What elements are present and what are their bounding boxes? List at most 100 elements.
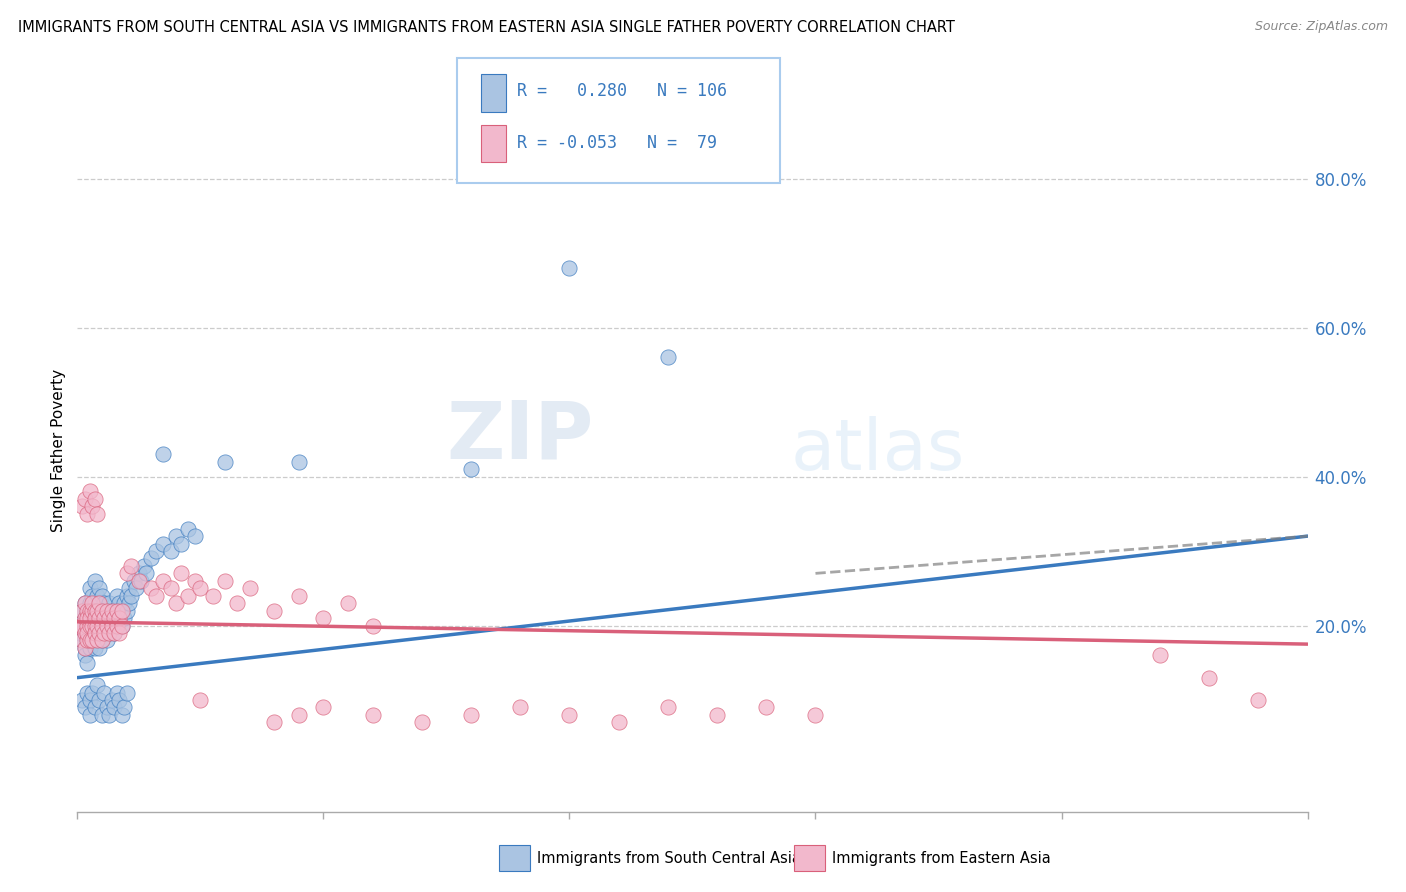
Point bbox=[90, 707, 114, 722]
Point bbox=[89, 640, 111, 655]
Point bbox=[128, 574, 150, 588]
Point bbox=[111, 618, 132, 632]
Point bbox=[128, 566, 150, 581]
Point bbox=[177, 589, 200, 603]
Point bbox=[558, 260, 581, 275]
Point bbox=[145, 544, 167, 558]
Point bbox=[121, 558, 143, 573]
Point bbox=[83, 618, 105, 632]
Point bbox=[86, 678, 108, 692]
Point bbox=[122, 574, 145, 588]
Point bbox=[111, 618, 132, 632]
Point bbox=[82, 500, 104, 514]
Point bbox=[121, 589, 143, 603]
Point bbox=[69, 626, 91, 640]
Point bbox=[86, 633, 108, 648]
Point bbox=[70, 604, 93, 618]
Point bbox=[111, 604, 132, 618]
Point bbox=[89, 611, 111, 625]
Point bbox=[657, 351, 679, 365]
Point bbox=[312, 611, 335, 625]
Point bbox=[184, 574, 207, 588]
Point bbox=[103, 700, 125, 714]
Point bbox=[89, 596, 111, 610]
Point bbox=[79, 707, 101, 722]
Point bbox=[108, 611, 131, 625]
Point bbox=[184, 529, 207, 543]
Point bbox=[115, 604, 138, 618]
Point bbox=[73, 700, 96, 714]
Point bbox=[79, 611, 101, 625]
Point bbox=[82, 633, 104, 648]
Point bbox=[337, 596, 360, 610]
Point bbox=[93, 685, 115, 699]
Point bbox=[111, 707, 132, 722]
Point bbox=[82, 589, 104, 603]
Point bbox=[90, 589, 114, 603]
Point bbox=[90, 633, 114, 648]
Point bbox=[93, 611, 115, 625]
Point bbox=[73, 596, 96, 610]
Point bbox=[83, 611, 105, 625]
Point bbox=[263, 604, 285, 618]
Point bbox=[111, 604, 132, 618]
Point bbox=[101, 604, 124, 618]
Point bbox=[70, 604, 93, 618]
Point bbox=[90, 633, 114, 648]
Text: Immigrants from Eastern Asia: Immigrants from Eastern Asia bbox=[832, 851, 1052, 865]
Point bbox=[188, 693, 212, 707]
Point bbox=[105, 685, 128, 699]
Point bbox=[170, 566, 193, 581]
Point bbox=[79, 633, 101, 648]
Point bbox=[76, 685, 98, 699]
Point bbox=[82, 618, 104, 632]
Point bbox=[103, 626, 125, 640]
Point bbox=[96, 604, 118, 618]
Point bbox=[76, 611, 98, 625]
Point bbox=[98, 626, 121, 640]
Point bbox=[83, 626, 105, 640]
Point bbox=[79, 611, 101, 625]
Point bbox=[73, 648, 96, 663]
Point bbox=[101, 618, 124, 632]
Point bbox=[86, 604, 108, 618]
Point bbox=[76, 626, 98, 640]
Point bbox=[509, 700, 531, 714]
Point bbox=[105, 604, 128, 618]
Point bbox=[108, 693, 131, 707]
Point bbox=[70, 633, 93, 648]
Point bbox=[558, 707, 581, 722]
Point bbox=[214, 455, 236, 469]
Point bbox=[70, 693, 93, 707]
Point bbox=[86, 633, 108, 648]
Point bbox=[129, 574, 153, 588]
Point bbox=[82, 596, 104, 610]
Point bbox=[83, 604, 105, 618]
Point bbox=[89, 611, 111, 625]
Point bbox=[89, 626, 111, 640]
Point bbox=[70, 618, 93, 632]
Point bbox=[98, 626, 121, 640]
Text: Immigrants from South Central Asia: Immigrants from South Central Asia bbox=[537, 851, 801, 865]
Point bbox=[89, 581, 111, 595]
Point bbox=[98, 611, 121, 625]
Point bbox=[89, 626, 111, 640]
Point bbox=[79, 484, 101, 499]
Point bbox=[93, 611, 115, 625]
Point bbox=[170, 536, 193, 550]
Point bbox=[73, 640, 96, 655]
Point bbox=[125, 581, 148, 595]
Point bbox=[76, 604, 98, 618]
Point bbox=[79, 618, 101, 632]
Point bbox=[82, 618, 104, 632]
Point bbox=[76, 633, 98, 648]
Point bbox=[76, 618, 98, 632]
Point bbox=[105, 604, 128, 618]
Text: R = -0.053   N =  79: R = -0.053 N = 79 bbox=[517, 134, 717, 152]
Point bbox=[165, 596, 187, 610]
Point bbox=[76, 618, 98, 632]
Point bbox=[98, 611, 121, 625]
Point bbox=[607, 715, 630, 730]
Point bbox=[86, 618, 108, 632]
Point bbox=[160, 581, 183, 595]
